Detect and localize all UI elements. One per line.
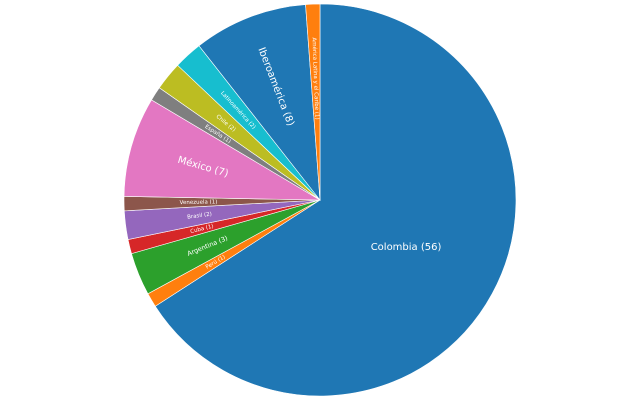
pie-slice-america-latina-y-el-caribe-1[interactable] — [305, 3, 321, 201]
slice-label-venezuela-1: Venezuela (1) — [180, 199, 218, 206]
slice-label-cuba-1: Cuba (1) — [190, 224, 214, 235]
pie-slice-mexico-7[interactable] — [123, 99, 322, 201]
pie-slice-iberoamerica-8[interactable] — [198, 4, 321, 201]
slice-label-brasil-2: Brasil (2) — [187, 212, 212, 221]
pie-slice-colombia-56[interactable] — [154, 3, 517, 397]
slice-label-america-latina-y-el-caribe-1: América Latina y el Caribe (1) — [310, 37, 320, 119]
slice-label-colombia-56: Colombia (56) — [371, 242, 442, 253]
pie-slices — [123, 3, 517, 397]
